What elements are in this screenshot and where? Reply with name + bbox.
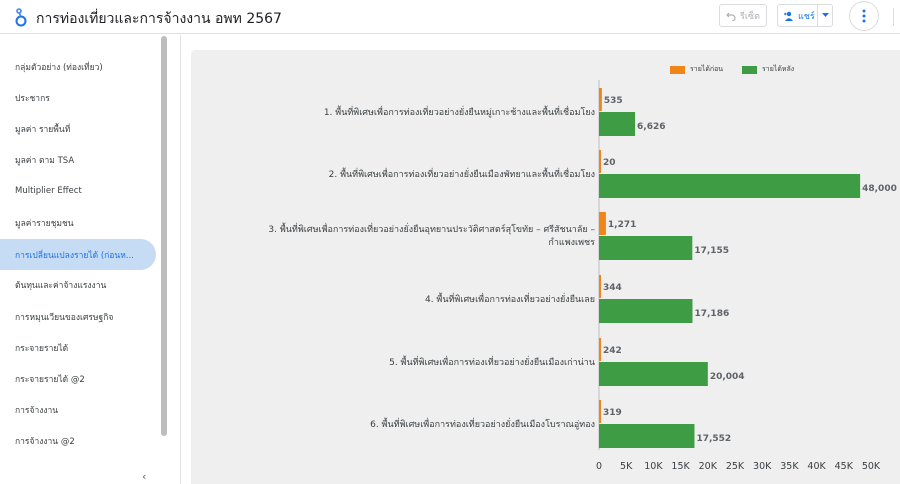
value-label-after: 17,186 — [694, 309, 729, 319]
category-label: 6. พื้นที่พิเศษเพื่อการท่องเที่ยวอย่างยั… — [370, 417, 595, 430]
top-bar: การท่องเที่ยวและการจ้างงาน อพท 2567 รีเซ… — [0, 0, 900, 34]
x-tick-label: 10K — [644, 461, 663, 472]
bar-before[interactable] — [599, 400, 601, 423]
value-label-after: 6,626 — [637, 122, 665, 132]
sidebar-item-3[interactable]: มูลค่า รายพื้นที่ — [15, 124, 71, 135]
report-canvas — [191, 50, 900, 484]
bar-after[interactable] — [599, 362, 708, 386]
sidebar-item-6[interactable]: มูลค่ารายชุมชน — [15, 218, 74, 229]
sidebar-item-7[interactable]: การเปลี่ยนแปลงรายได้ (ก่อนห... — [0, 239, 156, 270]
bar-before[interactable] — [599, 212, 606, 235]
x-tick-label: 35K — [780, 461, 799, 472]
category-label-cont: กำแพงเพชร — [548, 237, 595, 248]
share-dropdown[interactable] — [818, 13, 832, 18]
sidebar-item-12[interactable]: การจ้างงาน — [15, 405, 59, 416]
caret-down-icon — [821, 13, 829, 17]
sidebar-item-5[interactable]: Multiplier Effect — [15, 185, 82, 196]
undo-icon — [726, 12, 736, 21]
category-label: 5. พื้นที่พิเศษเพื่อการท่องเที่ยวอย่างยั… — [389, 355, 595, 368]
legend-swatch-after — [742, 65, 757, 74]
value-label-before: 344 — [603, 283, 622, 293]
bar-after[interactable] — [599, 424, 695, 448]
sidebar-item-11[interactable]: กระจายรายได้ @2 — [15, 374, 85, 385]
sidebar-divider — [180, 35, 181, 484]
more-options-button[interactable] — [849, 1, 879, 31]
value-label-after: 48,000 — [862, 184, 897, 194]
x-tick-label: 15K — [671, 461, 690, 472]
bar-after[interactable] — [599, 112, 636, 136]
category-label: 3. พื้นที่พิเศษเพื่อการท่องเที่ยวอย่างยั… — [268, 222, 595, 235]
legend-label-before: รายได้ก่อน — [690, 65, 724, 73]
category-label: 4. พื้นที่พิเศษเพื่อการท่องเที่ยวอย่างยั… — [425, 292, 595, 305]
value-label-after: 17,552 — [696, 434, 731, 444]
person-add-icon — [784, 11, 793, 21]
share-main[interactable]: แชร์ — [778, 5, 818, 26]
share-label: แชร์ — [798, 11, 815, 22]
bar-before[interactable] — [599, 150, 601, 173]
bar-before[interactable] — [599, 88, 602, 111]
value-label-before: 20 — [603, 158, 616, 168]
value-label-before: 1,271 — [608, 220, 636, 230]
reset-label: รีเซ็ต — [740, 11, 760, 22]
reset-button[interactable]: รีเซ็ต — [719, 4, 767, 27]
sidebar-item-8[interactable]: ต้นทุนและค่าจ้างแรงงาน — [15, 280, 107, 291]
sidebar-item-2[interactable]: ประชากร — [15, 93, 50, 104]
page-navigation-sidebar: กลุ่มตัวอย่าง (ท่องเที่ยว) ประชากรมูลค่า … — [0, 35, 168, 484]
x-tick-label: 0 — [596, 461, 602, 472]
sidebar-scrollbar[interactable] — [161, 36, 167, 436]
value-label-before: 535 — [604, 96, 623, 106]
chart-legend-after: รายได้หลัง — [742, 64, 794, 75]
bar-before[interactable] — [599, 338, 601, 361]
sidebar-item-13[interactable]: การจ้างงาน @2 — [15, 436, 75, 447]
bar-before[interactable] — [599, 275, 601, 298]
x-tick-label: 5K — [620, 461, 633, 472]
bar-chart: 1. พื้นที่พิเศษเพื่อการท่องเที่ยวอย่างยั… — [268, 80, 897, 472]
x-tick-label: 50K — [862, 461, 881, 472]
x-tick-label: 45K — [835, 461, 854, 472]
x-tick-label: 20K — [699, 461, 718, 472]
x-tick-label: 30K — [753, 461, 772, 472]
chart-legend: รายได้ก่อน — [670, 64, 723, 75]
more-vert-icon — [862, 9, 866, 23]
value-label-before: 242 — [603, 346, 622, 356]
toolbar-divider — [893, 8, 894, 26]
looker-studio-logo-icon[interactable] — [14, 7, 28, 27]
category-label: 1. พื้นที่พิเศษเพื่อการท่องเที่ยวอย่างยั… — [324, 105, 595, 118]
x-tick-label: 25K — [726, 461, 745, 472]
bar-after[interactable] — [599, 299, 693, 323]
report-title: การท่องเที่ยวและการจ้างงาน อพท 2567 — [36, 11, 282, 27]
bar-after[interactable] — [599, 174, 861, 198]
share-button[interactable]: แชร์ — [777, 4, 833, 27]
legend-label-after: รายได้หลัง — [762, 65, 795, 73]
legend-swatch-before — [670, 65, 685, 74]
sidebar-item-4[interactable]: มูลค่า ตาม TSA — [15, 155, 75, 166]
value-label-after: 17,155 — [694, 246, 729, 256]
value-label-after: 20,004 — [710, 372, 745, 382]
sidebar-item-10[interactable]: กระจายรายได้ — [15, 343, 69, 354]
x-tick-label: 40K — [807, 461, 826, 472]
value-label-before: 319 — [603, 408, 622, 418]
collapse-sidebar-button[interactable]: ‹ — [142, 470, 147, 483]
category-label: 2. พื้นที่พิเศษเพื่อการท่องเที่ยวอย่างยั… — [329, 167, 595, 180]
sidebar-item-1[interactable]: กลุ่มตัวอย่าง (ท่องเที่ยว) — [15, 62, 103, 73]
sidebar-item-9[interactable]: การหมุนเวียนของเศรษฐกิจ — [15, 312, 114, 323]
bar-after[interactable] — [599, 236, 693, 260]
